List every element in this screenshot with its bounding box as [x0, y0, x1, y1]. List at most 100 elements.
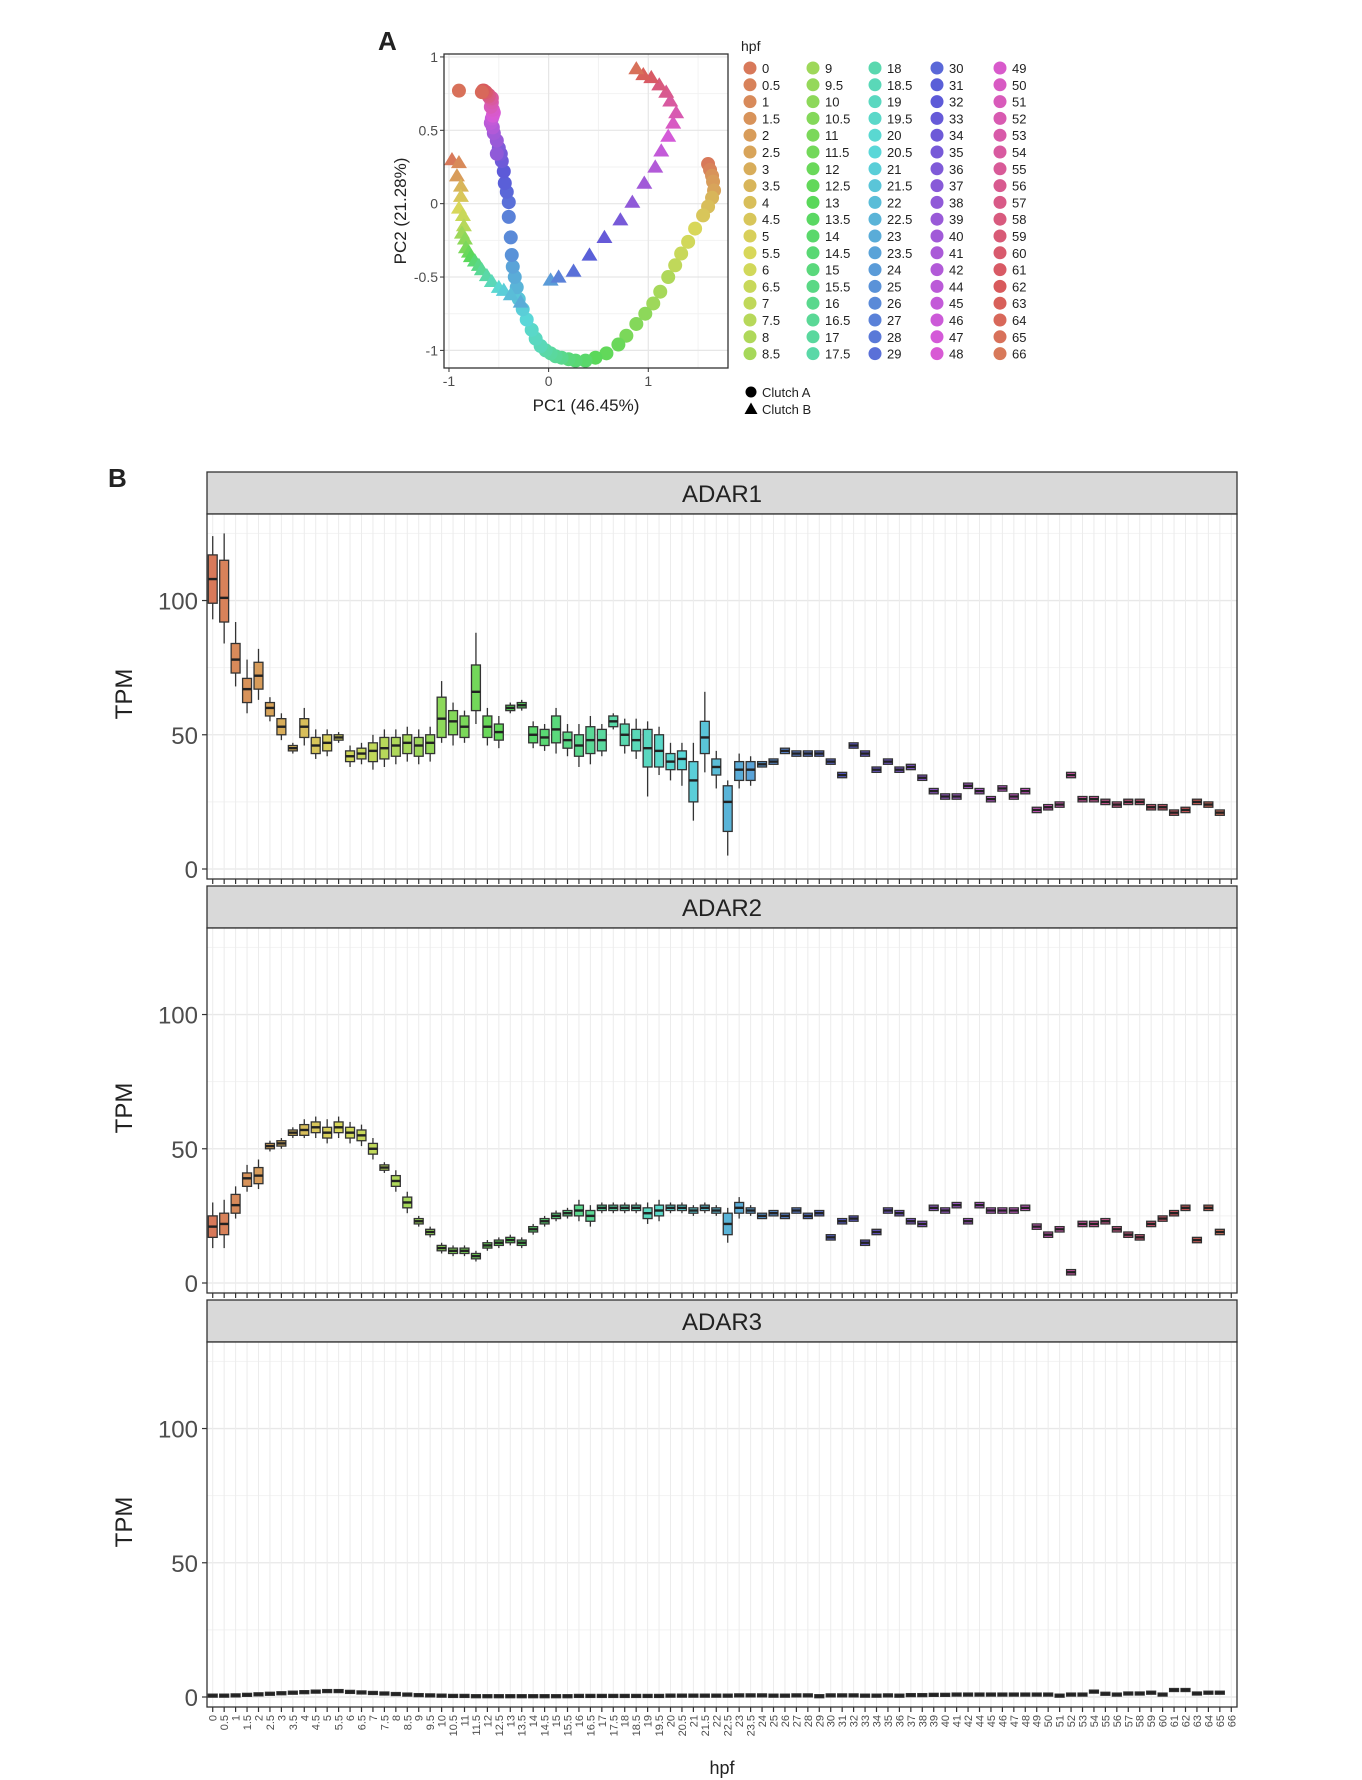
pca-y-tick-label: 0 — [430, 196, 438, 212]
clutch-b-point — [660, 128, 677, 142]
legend-label-18: 18 — [887, 61, 901, 76]
hpf-tick-label-11.5: 11.5 — [471, 1715, 483, 1736]
legend-key-58 — [993, 212, 1007, 226]
legend-key-9.5 — [806, 78, 820, 92]
legend-label-9.5: 9.5 — [825, 78, 843, 93]
pca-x-tick-label: 0 — [545, 373, 553, 389]
legend-key-1.5 — [743, 111, 757, 125]
legend-key-53 — [993, 128, 1007, 142]
hpf-tick-label-40: 40 — [940, 1715, 952, 1727]
legend-key-11.5 — [806, 145, 820, 159]
clutch-b-point — [647, 159, 664, 173]
clutch-b-key-triangle — [744, 402, 758, 414]
hpf-tick-label-3.5: 3.5 — [288, 1715, 300, 1730]
legend-label-15: 15 — [825, 263, 839, 278]
clutch-b-point — [628, 61, 645, 75]
legend-label-5.5: 5.5 — [762, 246, 780, 261]
legend-label-63: 63 — [1012, 296, 1026, 311]
legend-key-47 — [930, 330, 944, 344]
clutch-b-point — [662, 93, 679, 107]
box-1.5 — [241, 1172, 253, 1188]
tpm-tick-label: 50 — [171, 723, 198, 750]
legend-label-7: 7 — [762, 296, 769, 311]
hpf-tick-label-36: 36 — [894, 1715, 906, 1727]
hpf-tick-label-51: 51 — [1055, 1715, 1067, 1727]
facet-border — [206, 513, 1238, 880]
legend-key-0.5 — [743, 78, 757, 92]
hpf-tick-label-49: 49 — [1032, 1715, 1044, 1727]
hpf-tick-label-10: 10 — [437, 1715, 449, 1727]
facet-adar2: ADAR2 0 50 100 TPM — [111, 885, 1238, 1298]
clutch-b-point — [651, 77, 668, 91]
hpf-tick-label-42: 42 — [963, 1715, 975, 1727]
legend-label-39: 39 — [949, 212, 963, 227]
legend-label-34: 34 — [949, 128, 963, 143]
legend-label-26: 26 — [887, 296, 901, 311]
clutch-a-point — [661, 270, 676, 285]
pca-legend-title: hpf — [741, 38, 761, 54]
hpf-tick-label-29: 29 — [814, 1715, 826, 1727]
legend-label-35: 35 — [949, 145, 963, 160]
legend-label-56: 56 — [1012, 179, 1026, 194]
hpf-tick-label-2: 2 — [254, 1715, 266, 1721]
legend-key-5.5 — [743, 246, 757, 260]
legend-key-18 — [868, 61, 882, 75]
legend-key-16.5 — [806, 313, 820, 327]
pca-y-axis-title: PC2 (21.28%) — [391, 158, 410, 265]
clutch-a-point — [668, 258, 683, 273]
legend-key-22.5 — [868, 212, 882, 226]
hpf-tick-label-5: 5 — [322, 1715, 334, 1721]
hpf-tick-label-7: 7 — [368, 1715, 380, 1721]
legend-label-21.5: 21.5 — [887, 179, 912, 194]
clutch-a-point — [578, 353, 593, 368]
legend-label-3: 3 — [762, 162, 769, 177]
clutch-b-point — [565, 263, 582, 277]
hpf-tick-label-11: 11 — [460, 1715, 472, 1726]
legend-label-2: 2 — [762, 128, 769, 143]
tpm-tick-label: 100 — [158, 589, 198, 616]
hpf-tick-label-0: 0 — [208, 1715, 220, 1721]
legend-label-19.5: 19.5 — [887, 111, 912, 126]
clutch-b-point — [668, 105, 685, 119]
hpf-tick-label-18: 18 — [620, 1715, 632, 1727]
hpf-tick-label-17: 17 — [597, 1715, 609, 1727]
legend-key-23.5 — [868, 246, 882, 260]
legend-key-12.5 — [806, 179, 820, 193]
hpf-tick-label-66: 66 — [1226, 1715, 1238, 1727]
legend-key-4 — [743, 195, 757, 209]
hpf-tick-label-10.5: 10.5 — [448, 1715, 460, 1736]
legend-label-62: 62 — [1012, 279, 1026, 294]
box-9 — [413, 736, 424, 757]
legend-label-10: 10 — [825, 95, 839, 110]
legend-label-13: 13 — [825, 195, 839, 210]
tpm-tick-label: 0 — [185, 1271, 198, 1298]
strip-adar2 — [206, 885, 1238, 929]
box-2.5 — [264, 701, 276, 717]
legend-label-45: 45 — [949, 296, 963, 311]
hpf-tick-label-48: 48 — [1020, 1715, 1032, 1727]
legend-key-22 — [868, 195, 882, 209]
clutch-a-point — [653, 284, 668, 299]
hpf-tick-label-52: 52 — [1066, 1715, 1078, 1727]
hpf-tick-label-7.5: 7.5 — [379, 1715, 391, 1730]
hpf-tick-label-37: 37 — [906, 1715, 918, 1727]
pca-x-axis-title: PC1 (46.45%) — [533, 396, 640, 415]
hpf-tick-label-0.5: 0.5 — [219, 1715, 231, 1730]
legend-key-33 — [930, 111, 944, 125]
boxplot-adar1: 0 50 100 — [158, 513, 1238, 884]
hpf-tick-label-23: 23 — [734, 1715, 746, 1727]
legend-label-32: 32 — [949, 95, 963, 110]
hpf-tick-label-15.5: 15.5 — [563, 1715, 575, 1736]
clutch-a-point — [504, 248, 519, 263]
tpm-tick-label: 0 — [185, 857, 198, 884]
legend-key-50 — [993, 78, 1007, 92]
legend-key-63 — [993, 296, 1007, 310]
legend-key-28 — [868, 330, 882, 344]
clutch-b-point — [550, 269, 567, 283]
clutch-a-point — [611, 337, 626, 352]
facet-border — [206, 1341, 1238, 1708]
clutch-b-point — [596, 229, 613, 244]
legend-key-40 — [930, 229, 944, 243]
legend-label-52: 52 — [1012, 111, 1026, 126]
boxplot-adar2: 0 50 100 — [158, 927, 1238, 1298]
